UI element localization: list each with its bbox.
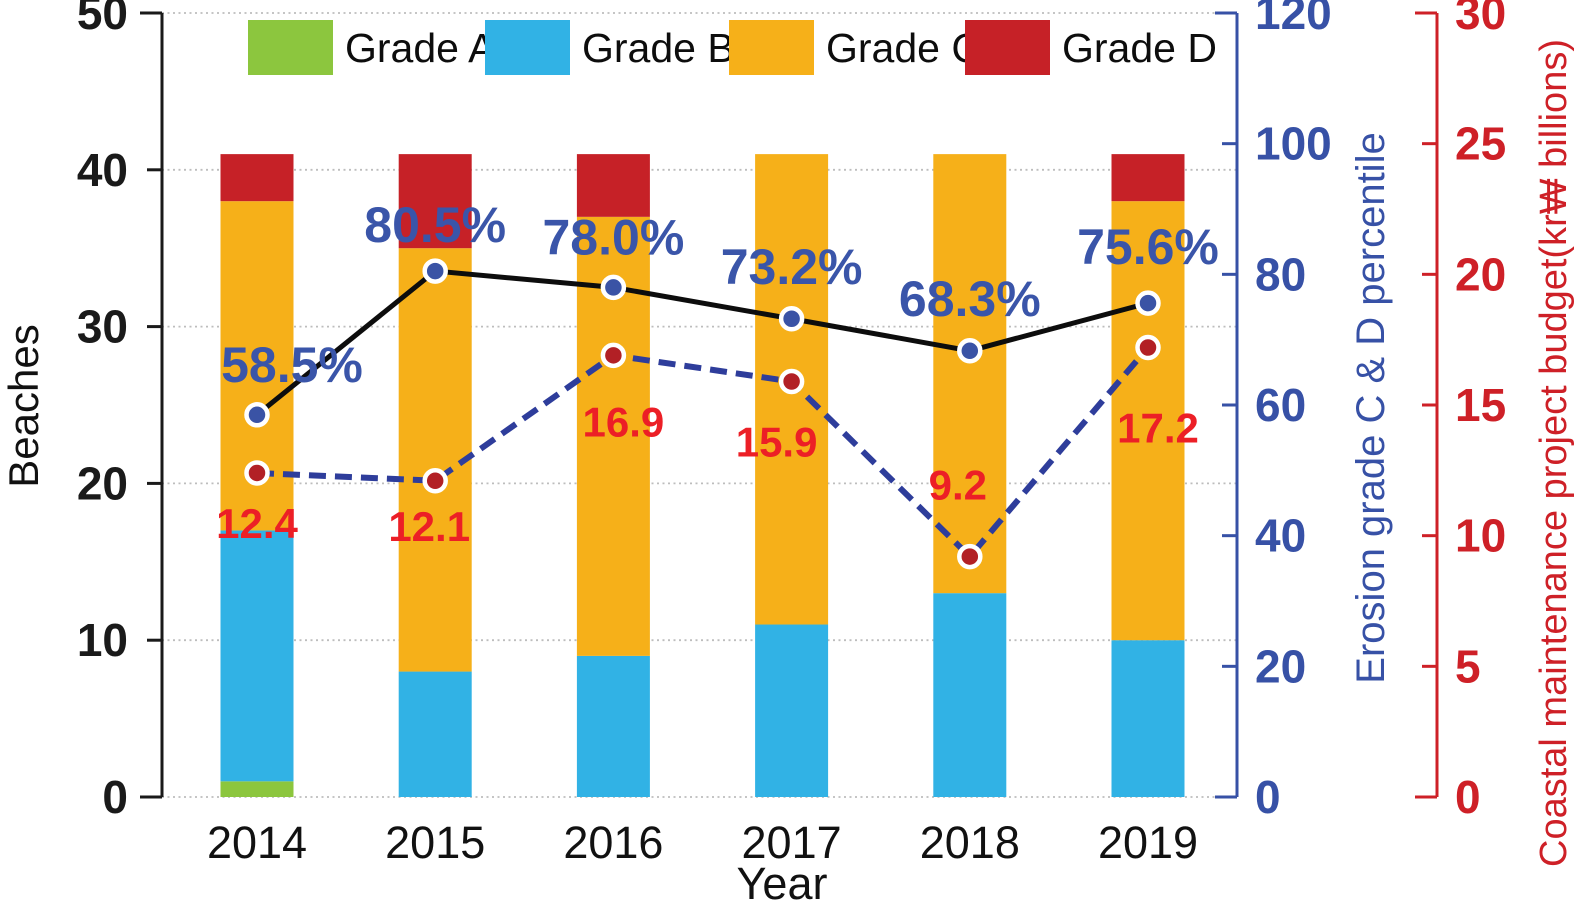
budget-axis-tick-label-20: 20 <box>1455 248 1506 300</box>
legend-label-grade-a: Grade A <box>345 25 496 71</box>
percentile-axis-tick-label-80: 80 <box>1255 248 1306 300</box>
legend-swatch-grade-b <box>485 20 570 75</box>
budget-label-2015: 12.1 <box>388 503 470 550</box>
bar-2017-grade-b <box>755 624 829 797</box>
budget-axis-tick-label-5: 5 <box>1455 640 1481 692</box>
left-axis-title: Beaches <box>0 324 47 487</box>
budget-line <box>256 345 1151 561</box>
percentile-label-2015: 80.5% <box>364 197 506 253</box>
budget-marker-2018 <box>957 543 983 570</box>
left-axis-tick-label-10: 10 <box>77 614 128 666</box>
budget-marker-2019 <box>1135 334 1161 361</box>
x-tick-label-2014: 2014 <box>207 817 307 868</box>
bar-2018-grade-c <box>933 154 1007 594</box>
percentile-axis-tick-label-40: 40 <box>1255 510 1306 562</box>
percentile-axis-tick-label-120: 120 <box>1255 0 1332 39</box>
bar-2015-grade-c <box>398 248 472 672</box>
legend-label-grade-d: Grade D <box>1062 25 1217 71</box>
percentile-label-2014: 58.5% <box>221 337 363 393</box>
budget-marker-2017 <box>778 368 805 395</box>
budget-axis-tick-label-0: 0 <box>1455 771 1481 823</box>
budget-axis-tick-label-25: 25 <box>1455 118 1506 170</box>
budget-label-2014: 12.4 <box>216 500 298 547</box>
percentile-label-2018: 68.3% <box>899 271 1041 327</box>
legend-label-grade-b: Grade B <box>582 25 735 71</box>
percentile-marker-2014 <box>244 402 270 428</box>
bar-2019-grade-c <box>1111 201 1185 641</box>
budget-marker-2016 <box>600 342 627 369</box>
x-tick-label-2018: 2018 <box>920 817 1020 868</box>
budget-label-2018: 9.2 <box>929 462 987 509</box>
bar-2018-grade-b <box>933 593 1007 797</box>
budget-label-2019: 17.2 <box>1117 405 1199 452</box>
left-axis-tick-label-20: 20 <box>77 457 128 509</box>
legend-swatch-grade-d <box>965 20 1050 75</box>
budget-marker-2015 <box>422 468 448 494</box>
x-tick-label-2015: 2015 <box>385 817 485 868</box>
percentile-marker-2019 <box>1135 290 1161 316</box>
bar-2014-grade-b <box>220 530 294 782</box>
x-tick-label-2016: 2016 <box>563 817 663 868</box>
budget-axis-title: Coastal maintenance project budget(kr₩ b… <box>1533 39 1575 867</box>
budget-label-2017: 15.9 <box>736 418 818 465</box>
budget-axis-tick-label-30: 30 <box>1455 0 1506 39</box>
percentile-label-2019: 75.6% <box>1077 219 1219 275</box>
bar-2016-grade-d <box>576 154 650 217</box>
percentile-marker-2015 <box>422 258 448 284</box>
percentile-marker-2018 <box>957 338 983 364</box>
x-tick-label-2017: 2017 <box>742 817 842 868</box>
budget-label-2016: 16.9 <box>583 398 665 445</box>
left-axis-tick-label-40: 40 <box>77 144 128 196</box>
percentile-line <box>255 268 1149 417</box>
legend-swatch-grade-a <box>248 20 333 75</box>
bar-2014-grade-a <box>220 781 294 797</box>
bar-2016-grade-b <box>576 655 650 797</box>
percentile-marker-2016 <box>600 274 627 301</box>
budget-axis-tick-label-15: 15 <box>1455 379 1506 431</box>
left-axis-tick-label-50: 50 <box>77 0 128 39</box>
x-axis-title: Year <box>737 858 828 905</box>
percentile-marker-2017 <box>778 306 805 332</box>
bar-2019-grade-d <box>1111 154 1185 202</box>
percentile-label-2016: 78.0% <box>543 209 685 265</box>
percentile-axis-tick-label-20: 20 <box>1255 640 1306 692</box>
budget-marker-2014 <box>244 460 270 486</box>
bar-2019-grade-b <box>1111 640 1185 797</box>
bar-2015-grade-d <box>398 154 472 249</box>
left-axis-tick-label-0: 0 <box>102 771 128 823</box>
legend-swatch-grade-c <box>729 20 814 75</box>
percentile-axis-tick-label-60: 60 <box>1255 379 1306 431</box>
percentile-axis-tick-label-0: 0 <box>1255 771 1281 823</box>
budget-axis-tick-label-10: 10 <box>1455 510 1506 562</box>
percentile-label-2017: 73.2% <box>721 239 863 295</box>
percentile-axis-tick-label-100: 100 <box>1255 118 1332 170</box>
percentile-axis-title: Erosion grade C & D percentile <box>1349 132 1393 683</box>
bar-2014-grade-d <box>220 154 294 202</box>
left-axis-tick-label-30: 30 <box>77 301 128 353</box>
legend-label-grade-c: Grade C <box>826 25 981 71</box>
bar-2015-grade-b <box>398 671 472 797</box>
x-tick-label-2019: 2019 <box>1098 817 1198 868</box>
